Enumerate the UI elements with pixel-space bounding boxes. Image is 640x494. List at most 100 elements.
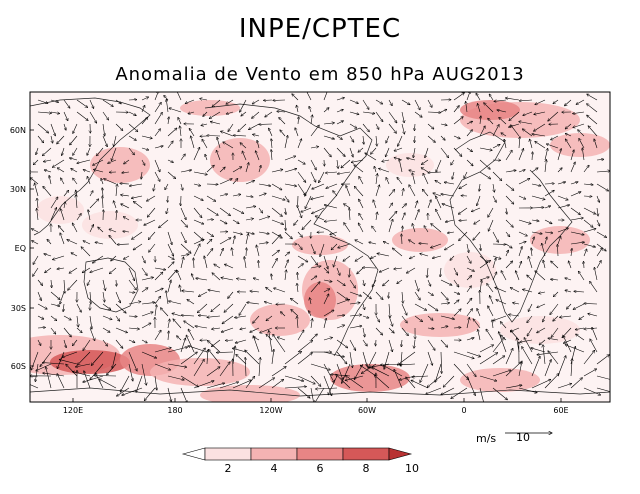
wind-vector bbox=[505, 250, 509, 257]
wind-vector bbox=[115, 315, 120, 321]
wind-vector bbox=[505, 261, 513, 269]
plot-area bbox=[30, 92, 610, 402]
wind-vector bbox=[71, 168, 78, 173]
wind-vector bbox=[319, 171, 325, 183]
wind-vector bbox=[33, 255, 39, 265]
wind-vector bbox=[260, 327, 273, 333]
wind-vector bbox=[108, 159, 117, 163]
wind-vector bbox=[154, 112, 162, 125]
wind-vector bbox=[154, 348, 171, 353]
wind-vector bbox=[69, 158, 78, 161]
wind-vector bbox=[349, 351, 353, 368]
shading-blob bbox=[400, 313, 480, 337]
wind-vector bbox=[315, 387, 325, 402]
wind-vector bbox=[560, 316, 572, 317]
wind-vector bbox=[440, 109, 447, 113]
wind-vector bbox=[81, 247, 91, 257]
wind-vector bbox=[479, 387, 484, 402]
wind-vector bbox=[305, 183, 312, 196]
wind-vector bbox=[447, 232, 455, 233]
wind-vector bbox=[594, 139, 598, 149]
wind-vector bbox=[298, 195, 299, 208]
wind-vector bbox=[427, 351, 433, 365]
wind-vector bbox=[193, 381, 214, 389]
wind-vector bbox=[452, 171, 455, 179]
wind-vector bbox=[328, 375, 338, 395]
wind-vector bbox=[597, 207, 598, 216]
wind-vector bbox=[336, 147, 345, 157]
wind-vector bbox=[492, 320, 493, 329]
wind-vector bbox=[198, 315, 208, 316]
wind-vector bbox=[534, 123, 546, 131]
wind-vector bbox=[479, 260, 491, 269]
wind-vector bbox=[375, 291, 383, 300]
wind-vector bbox=[76, 327, 82, 333]
wind-vector bbox=[167, 375, 184, 380]
wind-vector bbox=[99, 379, 117, 389]
wind-vector bbox=[553, 315, 559, 321]
wind-vector bbox=[166, 99, 169, 113]
shading-blob bbox=[210, 138, 270, 182]
wind-vector bbox=[168, 117, 169, 125]
wind-vector bbox=[90, 363, 104, 380]
wind-vector bbox=[285, 270, 286, 281]
wind-vector bbox=[223, 142, 234, 149]
wind-vector bbox=[87, 176, 91, 185]
wind-vector bbox=[345, 375, 364, 389]
wind-vector bbox=[35, 363, 39, 382]
wind-vector bbox=[77, 351, 91, 365]
wind-vector bbox=[59, 359, 78, 365]
wind-vector bbox=[354, 165, 364, 173]
wind-vector bbox=[37, 198, 38, 209]
wind-vector bbox=[362, 291, 371, 299]
wind-vector bbox=[402, 226, 403, 233]
wind-vector bbox=[71, 253, 78, 257]
wind-vector bbox=[96, 147, 104, 156]
wind-vector bbox=[166, 291, 169, 305]
wind-vector bbox=[464, 171, 468, 178]
wind-vector bbox=[386, 135, 390, 143]
wind-vector bbox=[33, 267, 39, 276]
wind-vector bbox=[89, 225, 94, 233]
wind-vector bbox=[451, 387, 468, 399]
wind-vector bbox=[128, 111, 136, 116]
wind-vector bbox=[34, 183, 39, 197]
wind-vector bbox=[180, 154, 185, 161]
wind-vector bbox=[488, 306, 494, 317]
wind-vector bbox=[31, 229, 39, 233]
wind-vector bbox=[375, 185, 380, 197]
wind-vector bbox=[193, 147, 200, 161]
wind-vector bbox=[88, 210, 91, 221]
wind-vector bbox=[290, 298, 299, 305]
wind-vector bbox=[492, 255, 501, 259]
wind-vector bbox=[557, 205, 570, 209]
wind-vector bbox=[479, 159, 490, 169]
wind-vector bbox=[180, 231, 186, 243]
colorbar-label: 2 bbox=[225, 462, 232, 475]
wind-vector bbox=[107, 363, 117, 375]
wind-vector bbox=[492, 370, 511, 377]
wind-vector bbox=[557, 228, 568, 233]
longitude-labels: 120E 180 120W 60W 0 60E bbox=[63, 398, 569, 415]
wind-vector bbox=[310, 298, 312, 305]
wind-vector bbox=[435, 363, 442, 382]
wind-vector bbox=[277, 111, 286, 112]
wind-vector bbox=[573, 123, 585, 128]
wind-vector bbox=[63, 327, 71, 337]
wind-vector bbox=[149, 243, 156, 252]
wind-vector bbox=[297, 283, 298, 293]
wind-vector bbox=[271, 219, 284, 224]
wind-vector bbox=[265, 111, 273, 117]
wind-vector bbox=[489, 295, 494, 305]
wind-vector bbox=[538, 292, 546, 293]
wind-vector bbox=[297, 330, 304, 341]
wind-vector bbox=[52, 255, 65, 260]
wind-vector bbox=[376, 135, 377, 146]
wind-vector bbox=[365, 153, 377, 161]
wind-vector bbox=[57, 168, 65, 173]
wind-vector bbox=[245, 181, 255, 185]
coast-antarctica bbox=[30, 387, 610, 397]
wind-vector bbox=[497, 110, 507, 113]
wind-vector bbox=[284, 260, 288, 269]
wind-vector bbox=[399, 364, 416, 365]
